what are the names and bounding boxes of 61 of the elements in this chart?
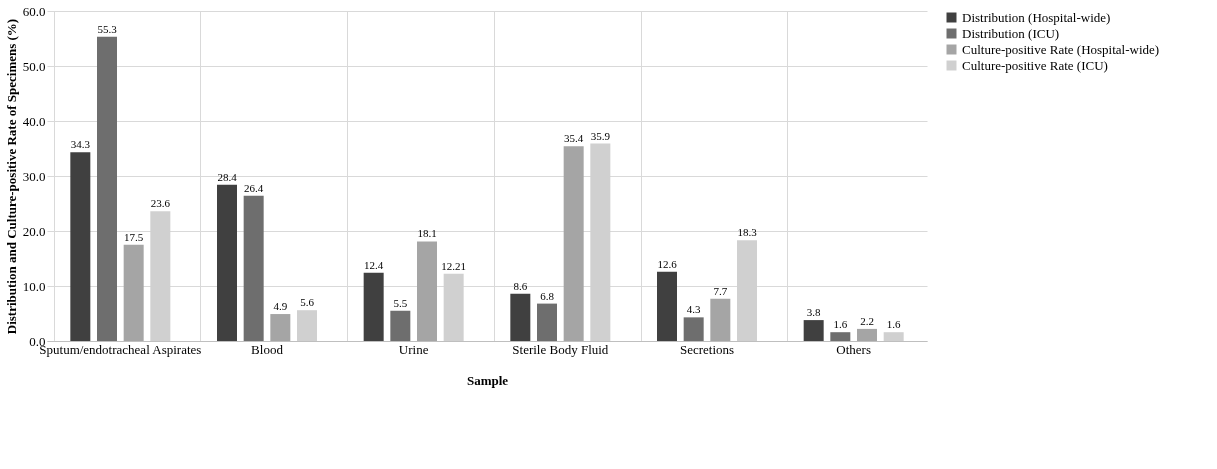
bar bbox=[563, 146, 584, 341]
y-tick-label: 30.0 bbox=[22, 168, 46, 184]
bar bbox=[270, 314, 291, 341]
data-label: 12.4 bbox=[364, 258, 384, 271]
bar bbox=[417, 241, 437, 341]
data-label: 28.4 bbox=[217, 170, 238, 183]
x-tick-label: Urine bbox=[398, 341, 429, 357]
bar bbox=[510, 293, 531, 341]
bar bbox=[657, 271, 677, 341]
bar bbox=[217, 184, 237, 341]
y-tick-label: 50.0 bbox=[22, 58, 46, 74]
data-label: 8.6 bbox=[513, 279, 528, 292]
bar bbox=[363, 272, 384, 341]
x-tick-label: Others bbox=[836, 341, 871, 357]
bar bbox=[803, 320, 824, 341]
data-label: 18.3 bbox=[737, 226, 758, 239]
y-tick-label: 60.0 bbox=[22, 3, 46, 19]
data-label: 3.8 bbox=[806, 306, 822, 319]
bar bbox=[70, 152, 91, 341]
x-tick-label: Secretions bbox=[679, 341, 735, 357]
bar bbox=[537, 303, 557, 341]
y-tick-label: 40.0 bbox=[22, 113, 46, 129]
data-label: 12.6 bbox=[657, 257, 678, 270]
y-tick-label: 20.0 bbox=[22, 223, 46, 239]
data-label: 4.3 bbox=[686, 303, 702, 316]
bar bbox=[830, 332, 851, 341]
data-label: 18.1 bbox=[417, 227, 437, 240]
data-label: 12.21 bbox=[441, 259, 467, 272]
data-label: 35.4 bbox=[564, 132, 584, 145]
x-tick-label: Sterile Body Fluid bbox=[512, 341, 609, 357]
y-tick-label: 10.0 bbox=[22, 278, 46, 294]
y-axis-title: Distribution and Culture-positive Rate of Specimens (%) bbox=[3, 18, 19, 335]
data-label: 1.6 bbox=[886, 318, 902, 331]
legend-label: Culture-positive Rate (Hospital-wide) bbox=[962, 41, 1160, 57]
legend-label: Distribution (ICU) bbox=[962, 25, 1060, 41]
data-label: 5.6 bbox=[300, 296, 315, 309]
data-label: 55.3 bbox=[97, 22, 118, 35]
bar bbox=[97, 36, 117, 341]
x-axis-title: Sample bbox=[466, 372, 509, 388]
data-label: 7.7 bbox=[713, 284, 728, 297]
bar bbox=[123, 244, 144, 341]
bar bbox=[243, 195, 264, 341]
data-label: 5.5 bbox=[393, 296, 408, 309]
legend-label: Distribution (Hospital-wide) bbox=[962, 9, 1111, 25]
data-label: 34.3 bbox=[70, 138, 91, 151]
data-label: 23.6 bbox=[150, 197, 171, 210]
bar bbox=[857, 328, 877, 341]
data-label: 17.5 bbox=[124, 230, 144, 243]
bar bbox=[297, 310, 317, 341]
data-label: 1.6 bbox=[833, 318, 848, 331]
data-label: 2.2 bbox=[860, 314, 874, 327]
data-label: 4.9 bbox=[273, 300, 288, 313]
bar bbox=[883, 332, 904, 341]
x-tick-label: Blood bbox=[251, 341, 284, 357]
bar bbox=[390, 310, 411, 341]
data-label: 26.4 bbox=[244, 181, 264, 194]
bar bbox=[683, 317, 704, 341]
legend-label: Culture-positive Rate (ICU) bbox=[962, 57, 1108, 73]
data-label: 6.8 bbox=[540, 289, 555, 302]
bar bbox=[710, 298, 731, 341]
data-label: 35.9 bbox=[590, 129, 611, 142]
